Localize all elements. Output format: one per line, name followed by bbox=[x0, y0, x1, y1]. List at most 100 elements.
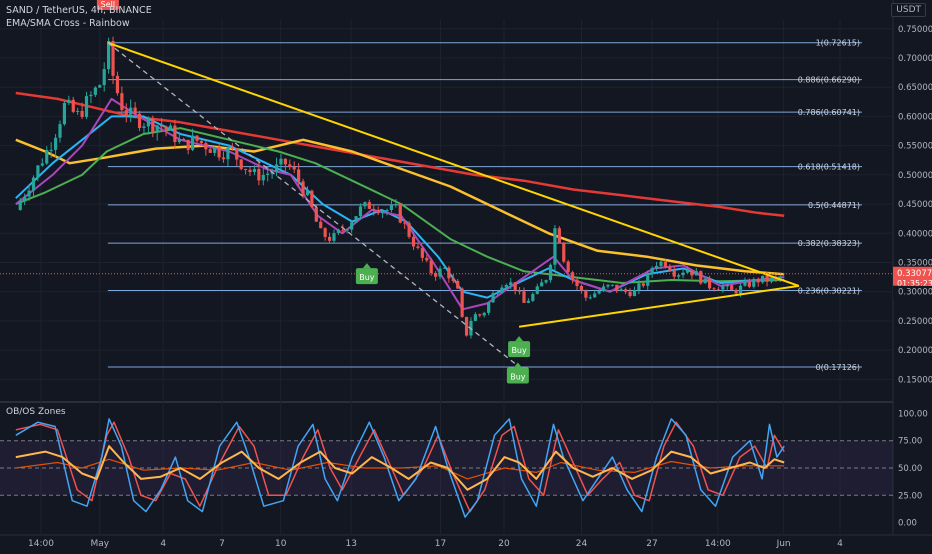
buy-signal-label: Buy bbox=[510, 372, 526, 381]
candle-body bbox=[40, 163, 44, 166]
candle-body bbox=[115, 75, 120, 94]
candle-body bbox=[257, 168, 261, 181]
candle-body bbox=[27, 190, 31, 197]
candle-body bbox=[301, 181, 305, 196]
candle-body bbox=[690, 270, 694, 276]
y-tick-label: 0.15000 bbox=[898, 375, 932, 385]
x-tick-label: 4 bbox=[160, 539, 166, 549]
candle-body bbox=[540, 282, 544, 287]
candle-body bbox=[716, 289, 721, 291]
candle-body bbox=[279, 158, 283, 165]
candle-body bbox=[137, 113, 142, 128]
buy-signal-badge bbox=[355, 268, 378, 285]
candle-body bbox=[557, 228, 561, 243]
candle-body bbox=[597, 291, 601, 294]
candle-body bbox=[593, 293, 597, 298]
y-tick-label: 0.50000 bbox=[898, 171, 932, 181]
trendline bbox=[518, 284, 800, 328]
currency-button[interactable]: USDT bbox=[891, 3, 926, 17]
last-price-badge bbox=[893, 266, 932, 289]
candle-body bbox=[305, 190, 310, 196]
candle-body bbox=[354, 216, 358, 223]
candle-body bbox=[261, 174, 265, 181]
candle-body bbox=[491, 293, 495, 303]
candle-body bbox=[283, 158, 287, 165]
candle-body bbox=[84, 96, 89, 117]
candle-body bbox=[707, 278, 712, 289]
candle-body bbox=[23, 196, 27, 202]
y-tick-label: 0.25000 bbox=[898, 317, 932, 327]
buy-signal-label: Buy bbox=[511, 346, 527, 355]
candle-body bbox=[548, 264, 553, 281]
candle-body bbox=[641, 283, 645, 286]
candle-body bbox=[403, 222, 407, 224]
y-tick-label: 0.20000 bbox=[898, 346, 932, 356]
fib-level-label: 0.382(0.38323) bbox=[798, 239, 860, 248]
candle-body bbox=[190, 135, 195, 150]
candle-body bbox=[663, 261, 668, 267]
x-tick-label: 4 bbox=[837, 539, 843, 549]
candle-body bbox=[45, 150, 49, 164]
candle-body bbox=[659, 261, 663, 266]
last-price-label: 0.33077 bbox=[897, 269, 932, 279]
candle-body bbox=[208, 149, 212, 153]
candle-body bbox=[244, 168, 248, 170]
ema-red-line bbox=[15, 91, 785, 218]
candle-body bbox=[297, 169, 301, 182]
candle-body bbox=[672, 270, 676, 277]
candle-body bbox=[394, 204, 398, 206]
sell-signal-label: Sell bbox=[101, 0, 115, 9]
candle-body bbox=[195, 135, 199, 141]
candle-body bbox=[522, 291, 526, 303]
candle-body bbox=[575, 279, 579, 287]
candle-body bbox=[133, 107, 137, 114]
x-tick-label: 24 bbox=[576, 539, 588, 549]
y-tick-label: 0.35000 bbox=[898, 259, 932, 269]
osc-y-tick-label: 75.00 bbox=[898, 437, 922, 447]
candle-body bbox=[274, 164, 279, 173]
candle-body bbox=[221, 157, 226, 160]
candle-body bbox=[182, 138, 186, 140]
candle-body bbox=[155, 125, 159, 133]
oscillator-title: OB/OS Zones bbox=[6, 407, 66, 417]
fib-level-label: 0.5(0.44871) bbox=[808, 201, 860, 210]
osc-rsi-orange-line bbox=[15, 445, 785, 491]
candle-body bbox=[160, 125, 164, 127]
candle-body bbox=[226, 147, 230, 160]
candle-body bbox=[615, 284, 619, 292]
candle-body bbox=[36, 165, 40, 178]
x-tick-label: 20 bbox=[498, 539, 510, 549]
candle-body bbox=[213, 147, 217, 153]
candle-body bbox=[769, 277, 774, 282]
candle-body bbox=[358, 206, 363, 217]
candle-body bbox=[765, 275, 769, 282]
buy-signal-badge bbox=[506, 367, 529, 384]
y-tick-label: 0.45000 bbox=[898, 200, 932, 210]
candle-body bbox=[336, 229, 341, 234]
x-tick-label: 13 bbox=[345, 539, 356, 549]
candle-body bbox=[535, 286, 539, 294]
candle-body bbox=[31, 177, 36, 191]
candle-body bbox=[385, 210, 389, 212]
osc-y-tick-label: 25.00 bbox=[898, 491, 922, 501]
candle-body bbox=[495, 292, 500, 294]
candle-body bbox=[18, 201, 22, 210]
candle-body bbox=[579, 286, 584, 291]
candle-body bbox=[685, 270, 690, 273]
candle-body bbox=[747, 281, 751, 287]
candle-body bbox=[504, 285, 508, 288]
candle-body bbox=[217, 147, 221, 158]
osc-stoch-blue-line bbox=[15, 418, 785, 518]
candle-body bbox=[606, 284, 610, 287]
candle-body bbox=[734, 289, 738, 294]
candle-body bbox=[124, 110, 128, 115]
candle-body bbox=[186, 139, 190, 150]
candle-body bbox=[681, 272, 685, 276]
candle-body bbox=[102, 69, 106, 86]
candle-body bbox=[571, 272, 575, 280]
candle-body bbox=[566, 261, 570, 273]
candle-body bbox=[204, 143, 208, 150]
y-tick-label: 0.65000 bbox=[898, 83, 932, 93]
